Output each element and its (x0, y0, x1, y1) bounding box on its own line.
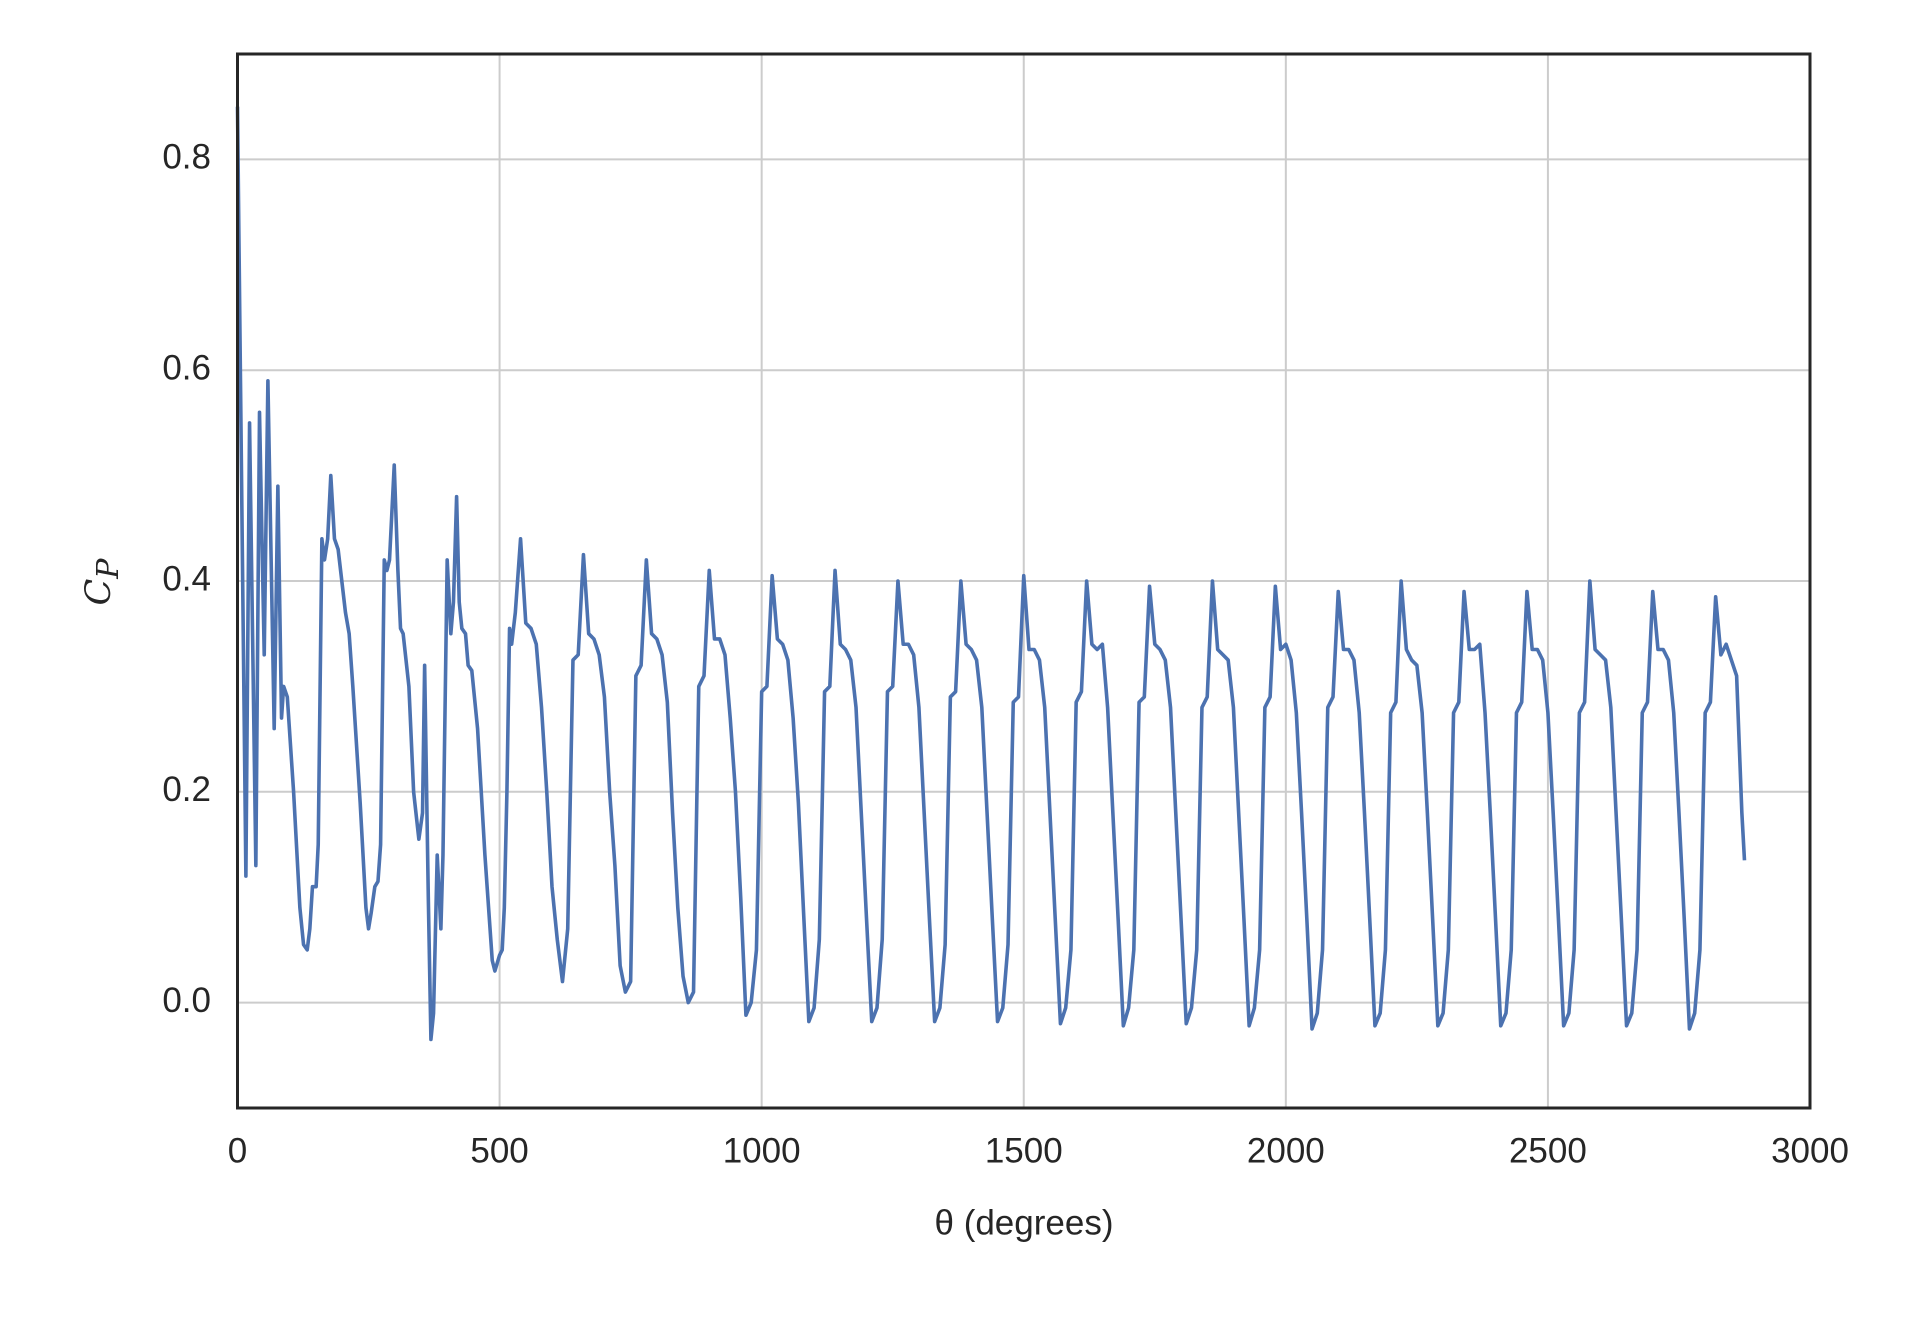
y-tick-label: 0.8 (162, 138, 211, 177)
y-tick-label: 0.6 (162, 348, 211, 387)
y-tick-label: 0.4 (162, 559, 211, 598)
y-axis-label: CP (79, 558, 127, 606)
x-tick-label: 500 (470, 1131, 528, 1170)
x-tick-label: 1000 (723, 1131, 801, 1170)
data-line (235, 106, 1747, 1042)
x-axis-label: θ (degrees) (935, 1203, 1114, 1242)
y-tick-label: 0.0 (162, 981, 211, 1020)
x-tick-label: 3000 (1771, 1131, 1849, 1170)
x-tick-label: 0 (228, 1131, 247, 1170)
x-tick-label: 2000 (1247, 1131, 1325, 1170)
x-tick-label: 2500 (1509, 1131, 1587, 1170)
x-tick-label: 1500 (985, 1131, 1063, 1170)
plot-frame (236, 52, 1812, 1110)
y-tick-label: 0.2 (162, 770, 211, 809)
